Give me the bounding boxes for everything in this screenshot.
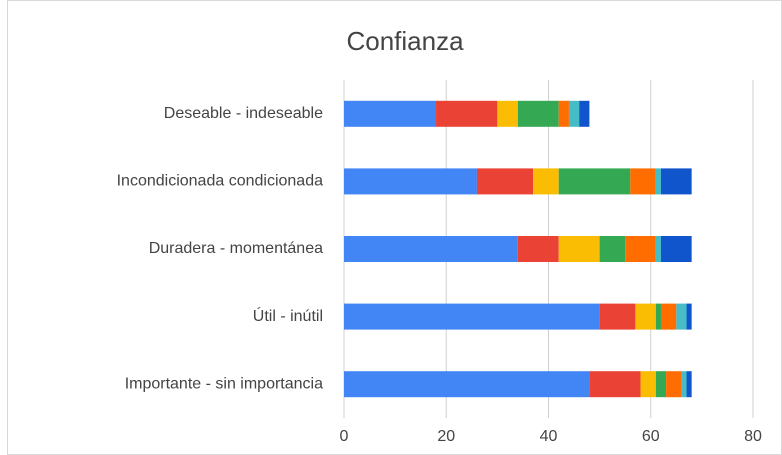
bar-segment [568, 100, 580, 127]
bar-segment [640, 371, 656, 398]
bar-segment [344, 168, 477, 195]
bar-segment [635, 303, 656, 330]
y-tick-label: Útil - inútil [253, 306, 323, 325]
x-tick-label: 40 [540, 428, 558, 445]
bar-segment [681, 371, 687, 398]
bar-segment [344, 236, 518, 262]
x-tick-label: 0 [340, 428, 349, 445]
chart-title: Confianza [346, 26, 464, 56]
bar-segment [436, 100, 498, 127]
bar-segment [517, 100, 559, 127]
y-tick-label: Duradera - momentánea [149, 240, 323, 257]
y-tick-label: Importante - sin importancia [125, 375, 323, 392]
bar-segment [655, 371, 667, 398]
bar-segment [476, 168, 534, 195]
bar-segment [497, 100, 518, 127]
bar-segment [558, 100, 569, 127]
bar-segment [533, 168, 559, 195]
bar-segment [625, 236, 656, 262]
bar-segment [655, 236, 661, 262]
bar-segment [660, 168, 692, 195]
bar-segment [599, 236, 626, 262]
bar-segment [655, 168, 661, 195]
bar-segment [686, 371, 692, 398]
bar-segment [344, 100, 437, 127]
bar-segment [686, 303, 692, 330]
bar-segment [599, 303, 636, 330]
bar-segment [676, 303, 687, 330]
bar-segment [558, 236, 600, 262]
bar-segment [666, 371, 682, 398]
x-tick-label: 80 [744, 428, 762, 445]
bar-segment [630, 168, 656, 195]
bar-segment [558, 168, 631, 195]
bar-segment [655, 303, 661, 330]
y-tick-label: Incondicionada condicionada [117, 173, 323, 190]
y-tick-label: Deseable - indeseable [164, 105, 323, 122]
bar-segment [589, 371, 641, 398]
bar-segment [660, 303, 677, 330]
bar-segment [517, 236, 559, 262]
bar-segment [344, 303, 600, 330]
bar-segment [344, 371, 590, 398]
bar-segment [579, 100, 590, 127]
bar-segment [660, 236, 692, 262]
x-tick-label: 20 [437, 428, 455, 445]
x-tick-label: 60 [642, 428, 660, 445]
